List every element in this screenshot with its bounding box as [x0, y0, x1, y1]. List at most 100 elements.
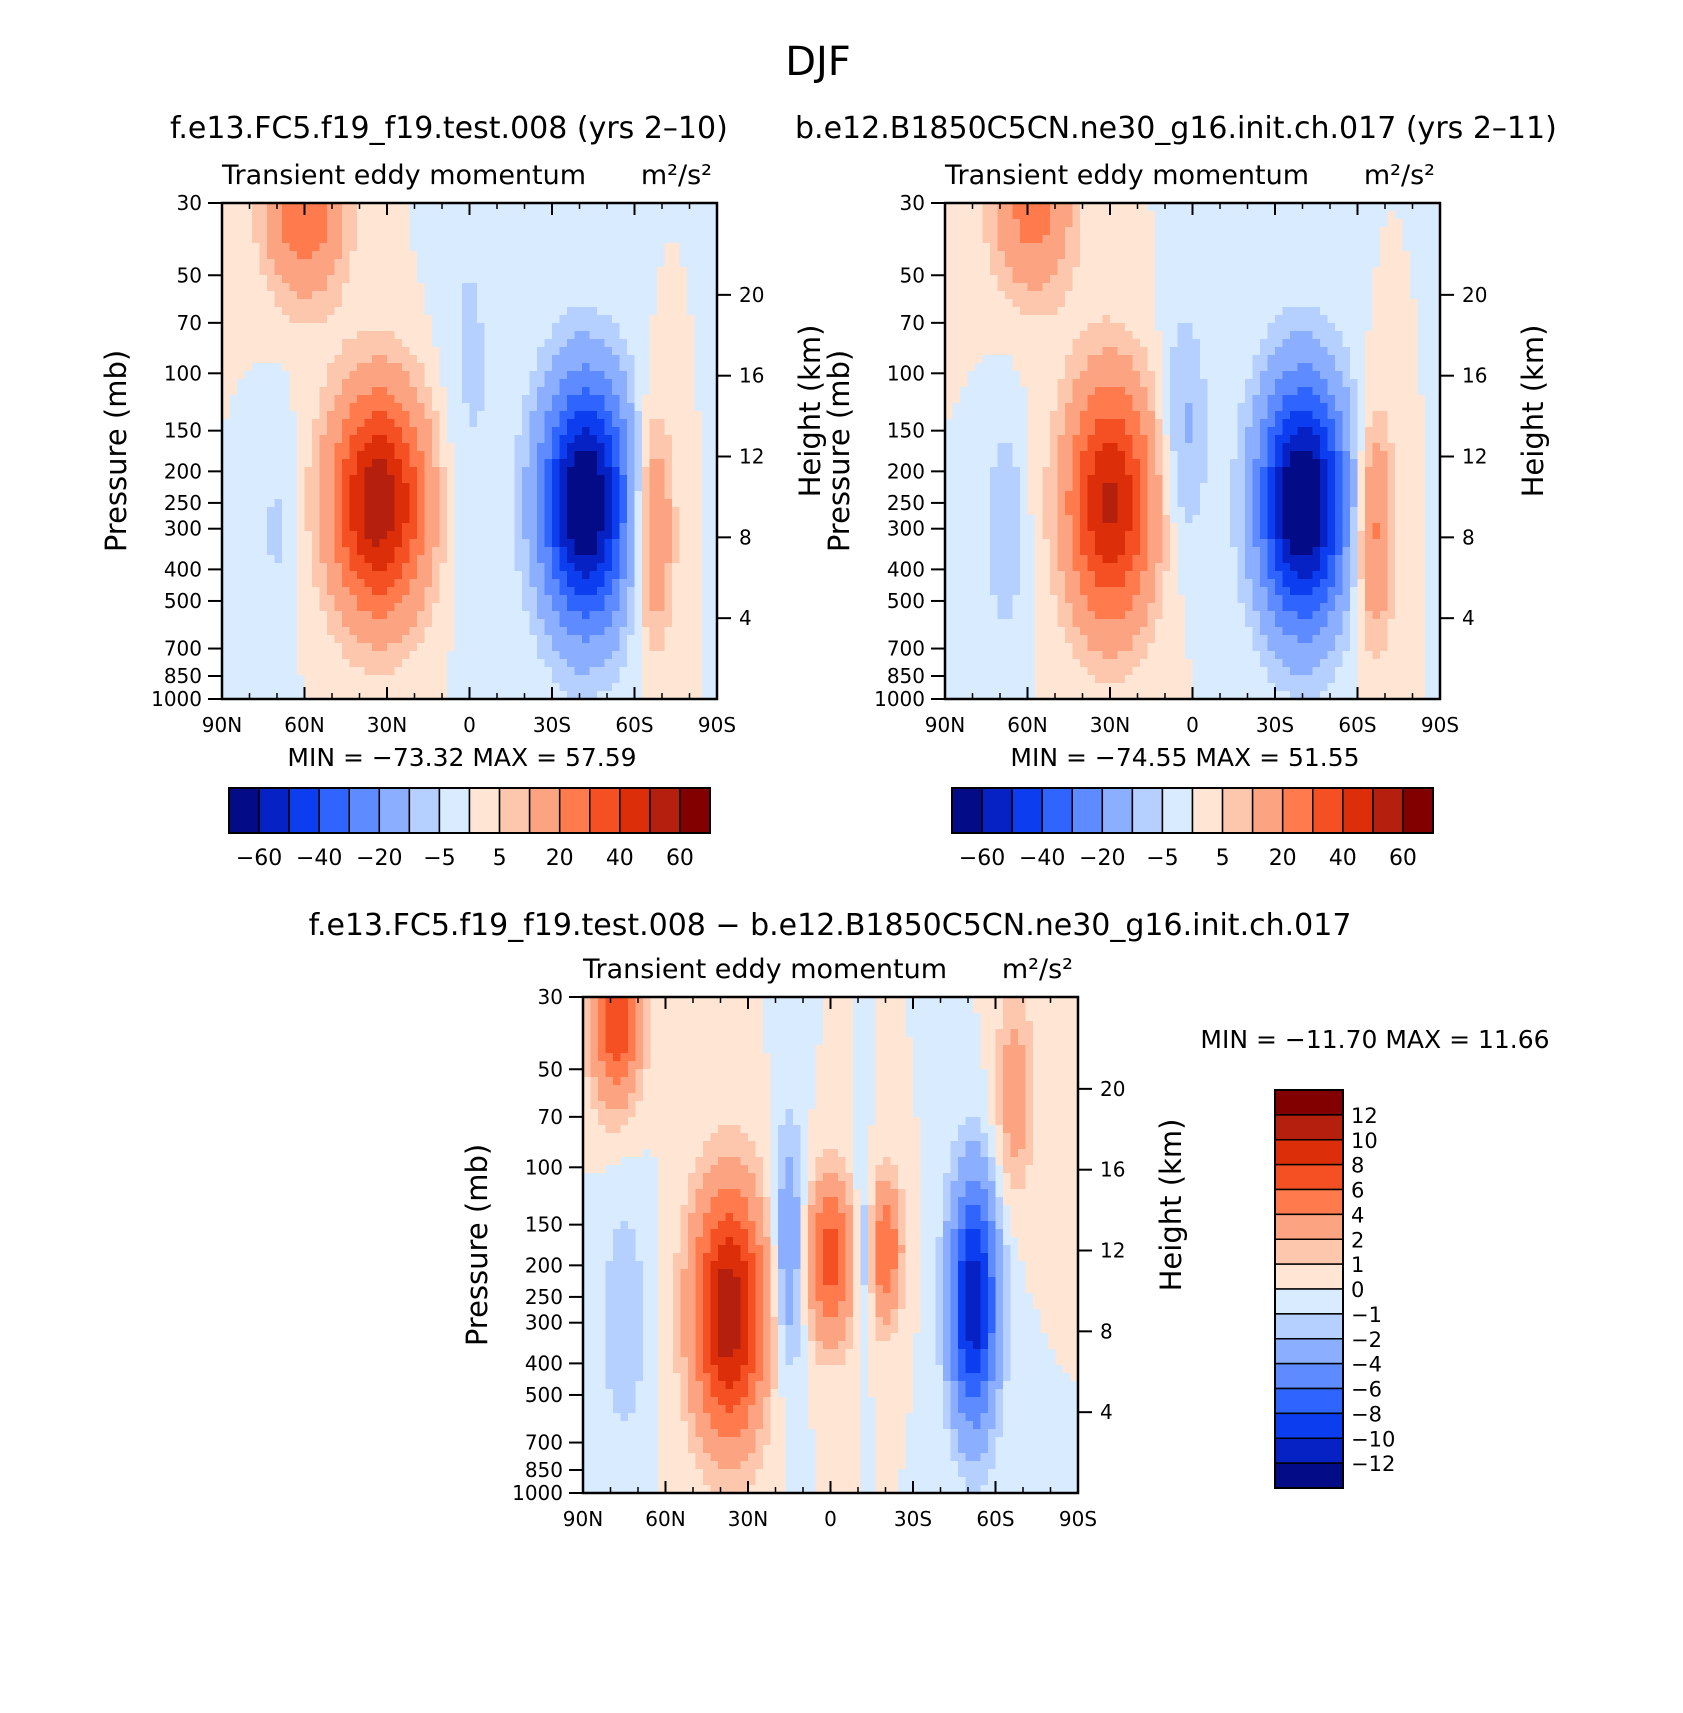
contour-cell: [447, 651, 456, 660]
contour-cell: [672, 363, 681, 372]
contour-cell: [334, 267, 343, 276]
contour-cell: [649, 435, 658, 444]
contour-cell: [439, 355, 448, 364]
contour-cell: [409, 251, 418, 260]
contour-cell: [1237, 211, 1246, 220]
contour-cell: [469, 451, 478, 460]
contour-cell: [627, 435, 636, 444]
contour-cell: [417, 427, 426, 436]
contour-cell: [454, 595, 463, 604]
contour-cell: [312, 315, 321, 324]
contour-cell: [1162, 203, 1171, 212]
contour-cell: [1252, 259, 1261, 268]
contour-cell: [1140, 251, 1149, 260]
contour-cell: [304, 387, 313, 396]
contour-cell: [349, 227, 358, 236]
contour-cell: [672, 523, 681, 532]
contour-cell: [597, 259, 606, 268]
contour-cell: [222, 459, 231, 468]
contour-cell: [469, 291, 478, 300]
contour-cell: [357, 379, 366, 388]
contour-cell: [694, 211, 703, 220]
contour-cell: [274, 667, 283, 676]
contour-cell: [349, 539, 358, 548]
contour-cell: [357, 259, 366, 268]
contour-cell: [612, 675, 621, 684]
contour-cell: [229, 235, 238, 244]
contour-cell: [709, 219, 718, 228]
contour-cell: [237, 627, 246, 636]
contour-cell: [522, 259, 531, 268]
contour-cell: [1020, 211, 1029, 220]
contour-cell: [1162, 219, 1171, 228]
contour-cell: [454, 547, 463, 556]
contour-cell: [522, 491, 531, 500]
contour-cell: [394, 427, 403, 436]
contour-cell: [259, 323, 268, 332]
contour-cell: [267, 331, 276, 340]
contour-cell: [424, 467, 433, 476]
contour-cell: [702, 635, 711, 644]
contour-cell: [244, 435, 253, 444]
contour-cell: [552, 363, 561, 372]
contour-cell: [417, 483, 426, 492]
contour-cell: [462, 211, 471, 220]
contour-cell: [627, 219, 636, 228]
contour-cell: [394, 691, 403, 700]
contour-cell: [297, 283, 306, 292]
contour-cell: [960, 267, 969, 276]
contour-cell: [997, 275, 1006, 284]
contour-cell: [244, 523, 253, 532]
contour-cell: [394, 579, 403, 588]
contour-cell: [274, 579, 283, 588]
contour-cell: [447, 467, 456, 476]
contour-cell: [1275, 219, 1284, 228]
contour-cell: [1297, 243, 1306, 252]
contour-cell: [612, 539, 621, 548]
contour-cell: [252, 619, 261, 628]
contour-cell: [544, 595, 553, 604]
contour-cell: [1110, 227, 1119, 236]
contour-cell: [409, 539, 418, 548]
contour-cell: [567, 275, 576, 284]
contour-cell: [657, 411, 666, 420]
contour-cell: [634, 651, 643, 660]
contour-cell: [552, 683, 561, 692]
contour-cell: [237, 403, 246, 412]
contour-cell: [492, 523, 501, 532]
contour-cell: [709, 643, 718, 652]
contour-cell: [1192, 227, 1201, 236]
contour-cell: [237, 347, 246, 356]
contour-cell: [574, 435, 583, 444]
contour-cell: [364, 563, 373, 572]
contour-cell: [997, 235, 1006, 244]
contour-cell: [552, 587, 561, 596]
contour-cell: [327, 267, 336, 276]
contour-cell: [1125, 283, 1134, 292]
contour-cell: [1215, 251, 1224, 260]
contour-cell: [267, 403, 276, 412]
contour-cell: [357, 627, 366, 636]
contour-cell: [552, 283, 561, 292]
contour-cell: [402, 459, 411, 468]
contour-cell: [282, 691, 291, 700]
contour-cell: [319, 635, 328, 644]
contour-cell: [529, 587, 538, 596]
contour-cell: [709, 691, 718, 700]
contour-cell: [574, 643, 583, 652]
contour-cell: [327, 427, 336, 436]
contour-cell: [522, 507, 531, 516]
contour-cell: [649, 371, 658, 380]
contour-cell: [259, 443, 268, 452]
contour-cell: [447, 283, 456, 292]
contour-cell: [372, 291, 381, 300]
contour-cell: [522, 323, 531, 332]
contour-cell: [1072, 267, 1081, 276]
contour-cell: [1080, 211, 1089, 220]
contour-cell: [1147, 235, 1156, 244]
contour-cell: [679, 395, 688, 404]
contour-cell: [544, 259, 553, 268]
contour-cell: [477, 331, 486, 340]
contour-cell: [1350, 211, 1359, 220]
contour-cell: [982, 227, 991, 236]
